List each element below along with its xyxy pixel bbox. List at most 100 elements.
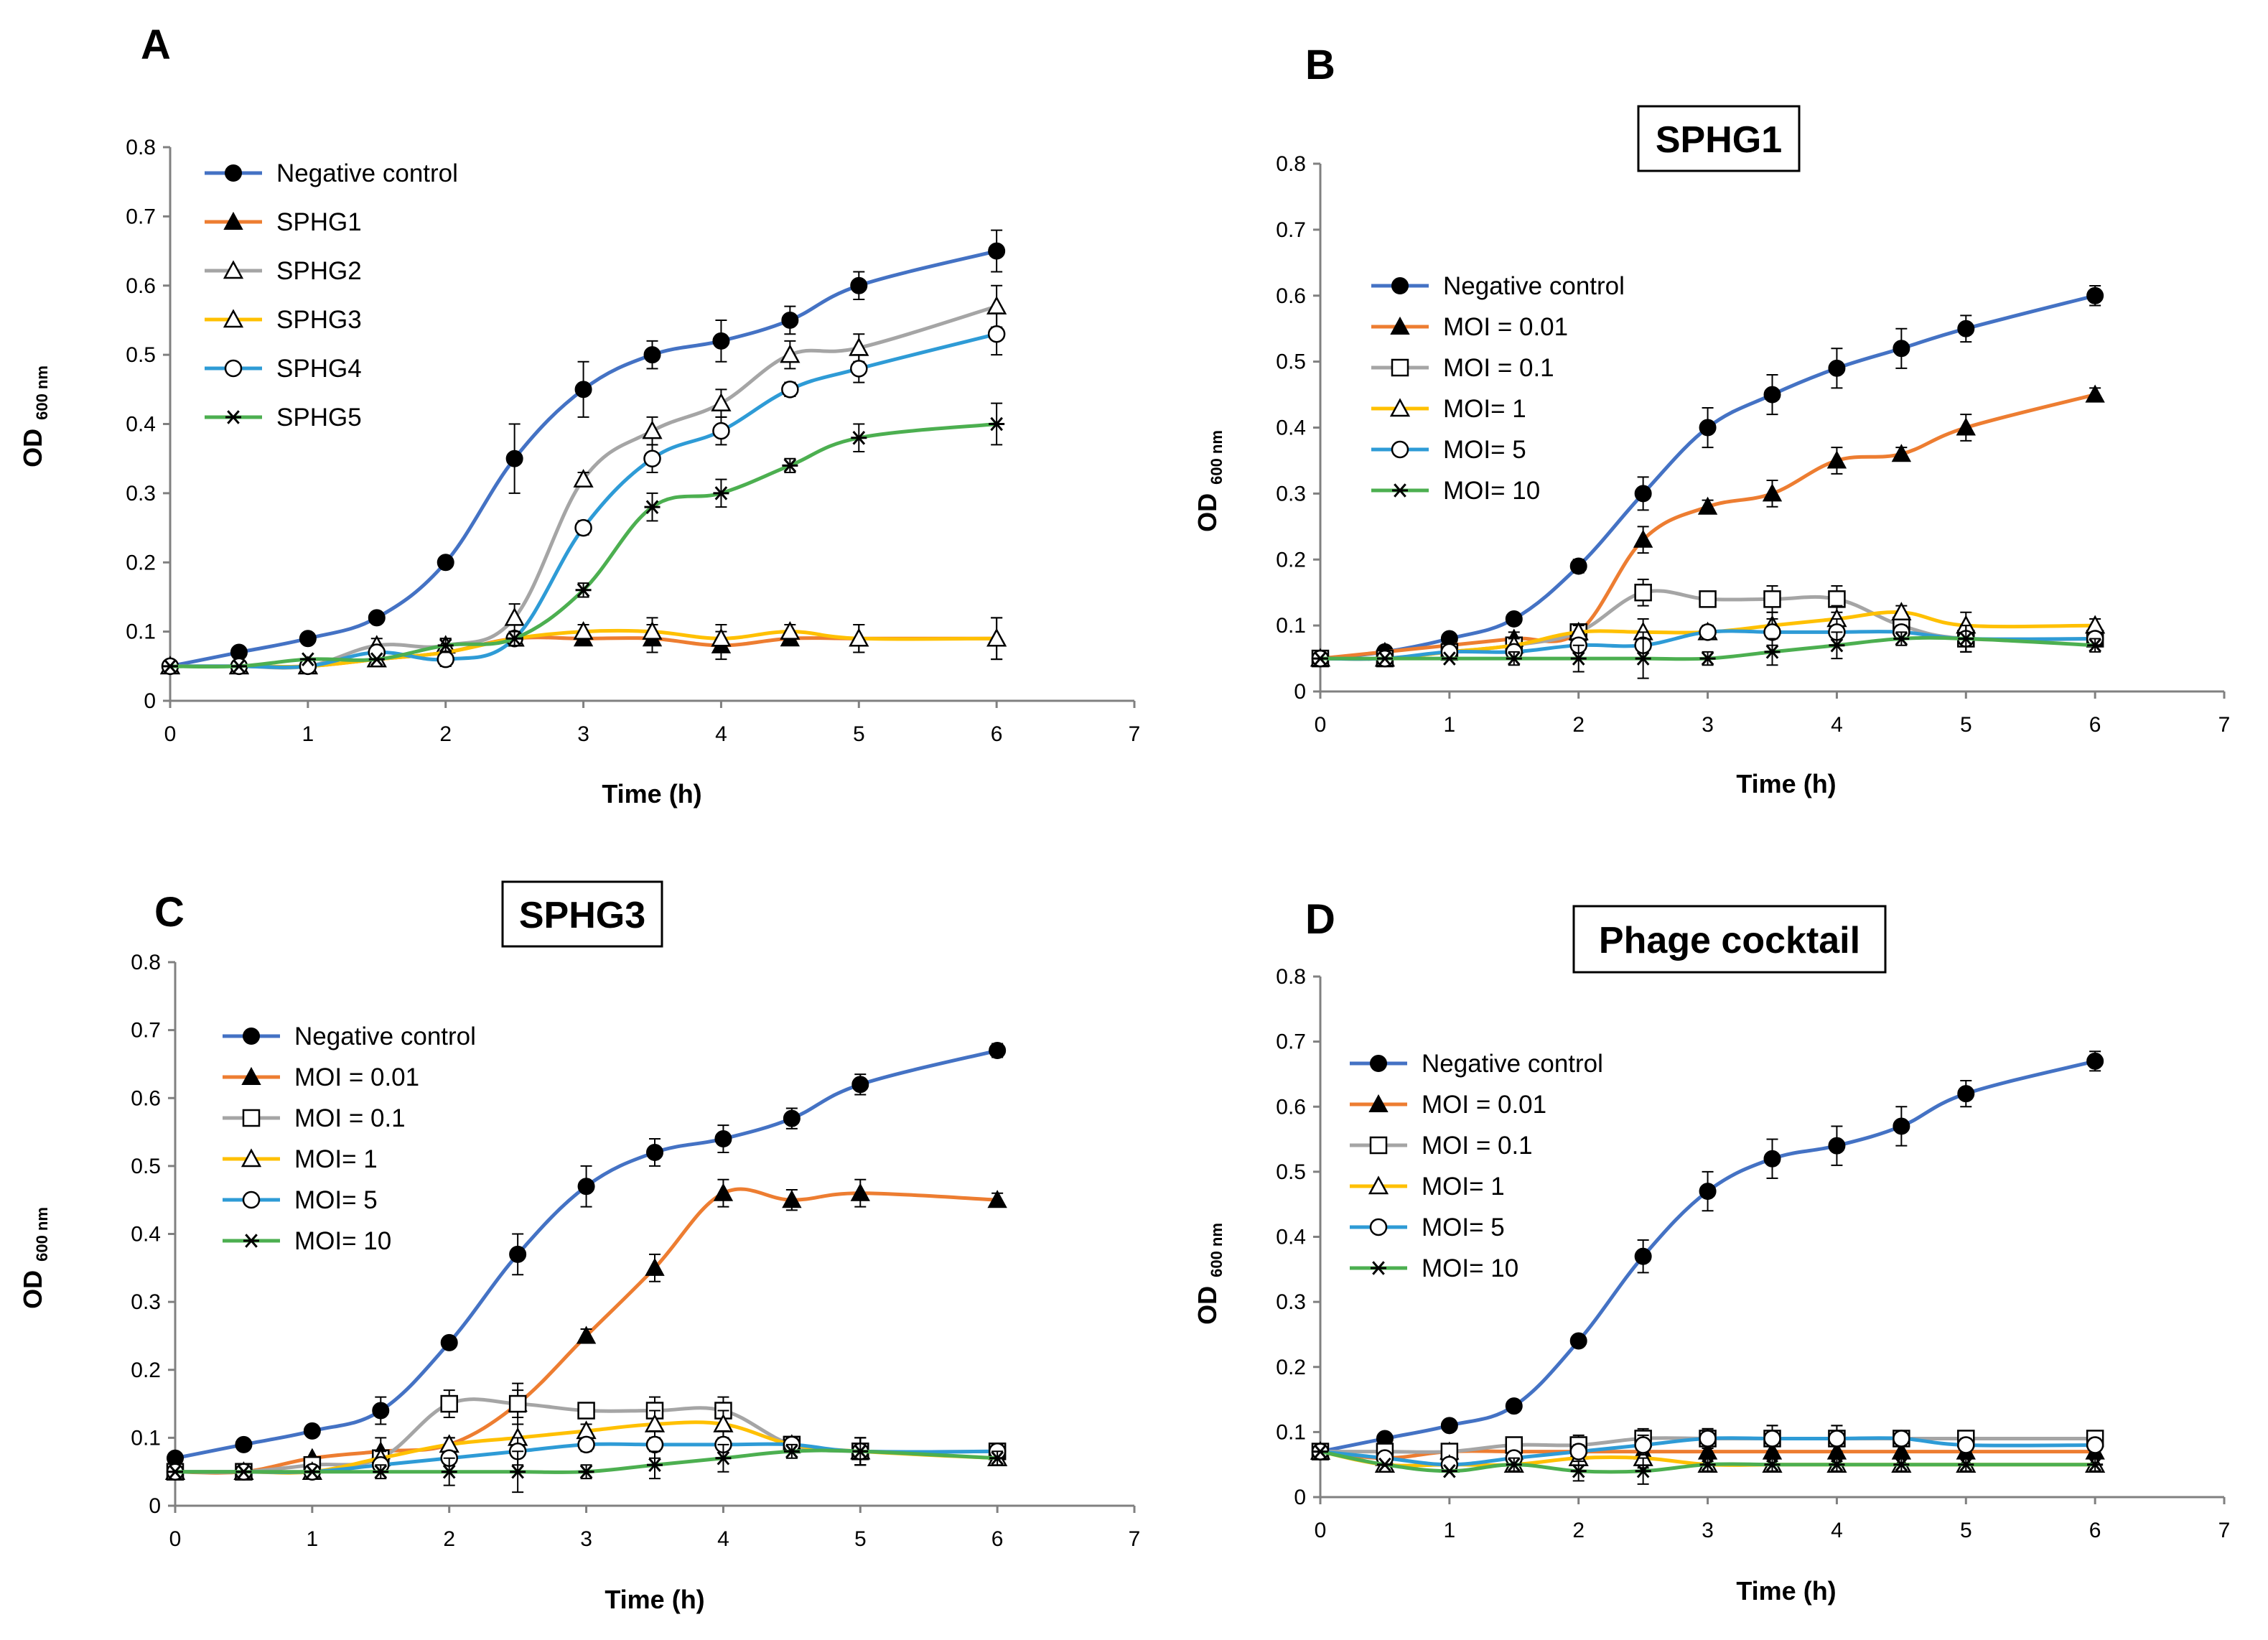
y-axis-title-sub: 600 nm bbox=[33, 1207, 51, 1262]
plot-area: 0 0.1 0.2 0.3 0.4 0.5 0.6 0.7 0.8 0 1 2 3 4 5 6 7 Negativ… bbox=[131, 951, 1140, 1551]
legend-item: SPHG4 bbox=[205, 355, 362, 383]
legend-label: MOI= 10 bbox=[294, 1227, 391, 1255]
data-point bbox=[1762, 483, 1783, 502]
y-tick-label: 0.8 bbox=[131, 951, 161, 974]
data-point bbox=[714, 1130, 732, 1148]
data-point bbox=[711, 628, 732, 647]
legend-item: SPHG1 bbox=[205, 208, 362, 236]
data-point bbox=[642, 420, 663, 439]
data-point bbox=[646, 1143, 663, 1161]
data-point bbox=[1891, 444, 1912, 462]
y-tick-label: 0.4 bbox=[126, 413, 156, 437]
data-point bbox=[647, 1458, 663, 1473]
data-point bbox=[243, 1234, 259, 1248]
data-point bbox=[2085, 384, 2105, 403]
series bbox=[1312, 625, 2104, 679]
data-point bbox=[368, 652, 385, 666]
data-point bbox=[1699, 1183, 1717, 1201]
legend-label: MOI = 0.01 bbox=[294, 1063, 419, 1091]
panel-title: Phage cocktail bbox=[1599, 920, 1860, 961]
data-point bbox=[1764, 1457, 1781, 1472]
y-tick-label: 0.7 bbox=[131, 1019, 161, 1043]
legend-label: MOI= 10 bbox=[1443, 477, 1540, 505]
y-tick-label: 0.4 bbox=[131, 1223, 161, 1247]
data-point bbox=[510, 1464, 526, 1479]
legend-label: MOI= 10 bbox=[1422, 1254, 1518, 1282]
x-tick-label: 7 bbox=[2218, 1519, 2231, 1542]
series bbox=[1312, 284, 2104, 668]
x-tick-label: 4 bbox=[717, 1527, 729, 1551]
data-point bbox=[1506, 651, 1522, 666]
legend-label: MOI = 0.01 bbox=[1443, 313, 1568, 341]
data-point bbox=[988, 242, 1006, 260]
data-point bbox=[1635, 651, 1651, 666]
data-point bbox=[440, 1394, 458, 1413]
y-tick-label: 0 bbox=[1294, 1486, 1306, 1509]
legend-item: MOI= 1 bbox=[1371, 395, 1526, 423]
x-tick-label: 3 bbox=[580, 1527, 592, 1551]
y-tick-label: 0.8 bbox=[1276, 152, 1306, 176]
data-point bbox=[644, 500, 661, 514]
x-tick-label: 5 bbox=[854, 1527, 867, 1551]
y-tick-label: 0 bbox=[149, 1494, 161, 1518]
y-tick-label: 0.7 bbox=[1276, 1030, 1306, 1054]
x-tick-label: 2 bbox=[1572, 713, 1585, 737]
y-tick-label: 0.5 bbox=[126, 343, 156, 367]
data-point bbox=[2086, 1052, 2104, 1070]
data-point bbox=[1826, 450, 1847, 469]
panel-b: B SPHG1 0 0.1 0.2 0.3 0.4 0.5 0.6 0.7 0.8 0 1 2 3 4 5 6… bbox=[1193, 42, 2230, 798]
y-tick-label: 0.3 bbox=[1276, 482, 1306, 505]
data-point bbox=[1569, 1443, 1587, 1460]
data-point bbox=[243, 1028, 260, 1045]
data-point bbox=[235, 1435, 253, 1453]
panel-d: D Phage cocktail 00.10.20.30.40.50.60.70… bbox=[1193, 896, 2230, 1606]
data-point bbox=[508, 1394, 527, 1413]
data-point bbox=[1505, 1397, 1523, 1415]
data-point bbox=[1633, 529, 1653, 548]
series bbox=[159, 284, 1007, 675]
y-tick-label: 0.5 bbox=[131, 1155, 161, 1178]
y-axis-title-main: OD bbox=[1193, 493, 1222, 532]
data-point bbox=[1634, 1247, 1652, 1265]
data-point bbox=[577, 1435, 595, 1454]
data-point bbox=[241, 1066, 261, 1085]
data-point bbox=[224, 359, 243, 378]
data-point bbox=[1763, 386, 1781, 404]
data-point bbox=[1391, 358, 1409, 377]
x-tick-label: 2 bbox=[443, 1527, 455, 1551]
legend-label: MOI= 1 bbox=[1443, 395, 1526, 423]
y-tick-label: 0.4 bbox=[1276, 1226, 1306, 1249]
data-point bbox=[1368, 1175, 1389, 1195]
data-point bbox=[2087, 1457, 2104, 1472]
y-tick-label: 0.8 bbox=[1276, 965, 1306, 989]
data-point bbox=[440, 1333, 458, 1351]
legend-item: MOI= 5 bbox=[223, 1186, 378, 1214]
legend-item: MOI = 0.1 bbox=[1371, 354, 1554, 382]
data-point bbox=[1958, 1457, 1974, 1472]
y-tick-label: 0.2 bbox=[1276, 548, 1306, 572]
data-point bbox=[509, 1245, 527, 1263]
data-point bbox=[715, 1450, 732, 1466]
data-point bbox=[1697, 496, 1718, 515]
data-point bbox=[851, 430, 867, 445]
data-point bbox=[849, 628, 869, 647]
panel-a: A 0 0.1 0.2 0.3 0.4 0.5 0.6 0.7 0.8 0 1 2 3 4 5 6 7 Negat… bbox=[18, 22, 1140, 809]
panel-title: SPHG1 bbox=[1656, 119, 1782, 161]
panel-title: SPHG3 bbox=[519, 895, 645, 936]
data-point bbox=[437, 554, 454, 572]
x-tick-label: 6 bbox=[2089, 1519, 2101, 1542]
data-point bbox=[2087, 638, 2104, 653]
x-tick-label: 5 bbox=[1960, 713, 1972, 737]
legend-item: MOI= 10 bbox=[1350, 1254, 1518, 1282]
y-tick-label: 0.5 bbox=[1276, 1160, 1306, 1184]
legend-item: SPHG3 bbox=[205, 306, 362, 334]
data-point bbox=[1893, 1457, 1910, 1472]
y-tick-label: 0.3 bbox=[131, 1290, 161, 1314]
data-point bbox=[1828, 359, 1846, 377]
legend-label: MOI= 5 bbox=[294, 1186, 378, 1214]
legend-label: SPHG2 bbox=[276, 257, 362, 285]
plot-area: 0 0.1 0.2 0.3 0.4 0.5 0.6 0.7 0.8 0 1 2 3 4 5 6 7 Negativ… bbox=[1276, 152, 2230, 737]
data-point bbox=[242, 1191, 261, 1209]
series bbox=[162, 229, 1006, 675]
